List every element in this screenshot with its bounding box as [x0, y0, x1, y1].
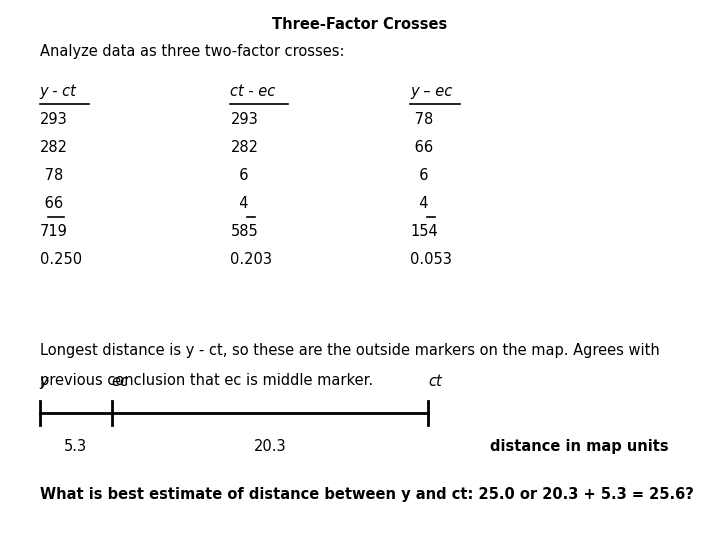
Text: ct - ec: ct - ec — [230, 84, 276, 99]
Text: 66: 66 — [410, 140, 433, 155]
Text: previous conclusion that ec is middle marker.: previous conclusion that ec is middle ma… — [40, 373, 373, 388]
Text: Three-Factor Crosses: Three-Factor Crosses — [272, 17, 448, 32]
Text: Longest distance is y - ct, so these are the outside markers on the map. Agrees : Longest distance is y - ct, so these are… — [40, 343, 660, 358]
Text: 66: 66 — [40, 196, 63, 211]
Text: 6: 6 — [230, 168, 249, 183]
Text: 585: 585 — [230, 224, 258, 239]
Text: 0.053: 0.053 — [410, 252, 452, 267]
Text: 6: 6 — [410, 168, 429, 183]
Text: y - ct: y - ct — [40, 84, 76, 99]
Text: y – ec: y – ec — [410, 84, 453, 99]
Text: ct: ct — [428, 374, 442, 389]
Text: 293: 293 — [230, 112, 258, 127]
Text: y: y — [40, 374, 48, 389]
Text: 0.203: 0.203 — [230, 252, 272, 267]
Text: distance in map units: distance in map units — [490, 439, 668, 454]
Text: 4: 4 — [410, 196, 429, 211]
Text: 293: 293 — [40, 112, 68, 127]
Text: Analyze data as three two-factor crosses:: Analyze data as three two-factor crosses… — [40, 44, 344, 59]
Text: 282: 282 — [230, 140, 258, 155]
Text: 719: 719 — [40, 224, 68, 239]
Text: 20.3: 20.3 — [253, 439, 287, 454]
Text: What is best estimate of distance between y and ct: 25.0 or 20.3 + 5.3 = 25.6?: What is best estimate of distance betwee… — [40, 487, 693, 502]
Text: 0.250: 0.250 — [40, 252, 82, 267]
Text: 5.3: 5.3 — [64, 439, 87, 454]
Text: 282: 282 — [40, 140, 68, 155]
Text: 78: 78 — [410, 112, 433, 127]
Text: 78: 78 — [40, 168, 63, 183]
Text: ec: ec — [112, 374, 129, 389]
Text: 154: 154 — [410, 224, 438, 239]
Text: 4: 4 — [230, 196, 249, 211]
